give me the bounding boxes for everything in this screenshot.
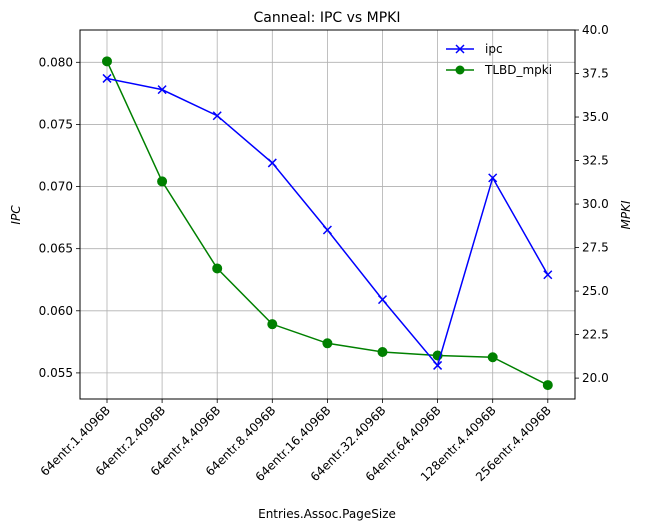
y-right-tick-label: 35.0 [582,110,609,124]
grid [80,30,575,399]
y-right-tick-label: 37.5 [582,67,609,81]
y-right-tick-label: 20.0 [582,371,609,385]
data-point-ipc [102,73,112,83]
marker-stroke [157,85,167,95]
data-point-TLBD_mpki [267,319,278,330]
y-axis-left-label: IPC [9,205,23,225]
y-left-tick-label: 0.060 [39,304,73,318]
data-point-ipc [322,225,332,235]
y-right-tick-label: 30.0 [582,197,609,211]
data-point-ipc [267,158,277,168]
marker-stroke [433,360,443,370]
marker-stroke [543,270,553,280]
legend-marker [455,65,465,75]
legend-item-ipc: ipc [446,42,503,56]
legend: ipc TLBD_mpki [446,42,552,77]
legend-item-TLBD_mpki: TLBD_mpki [446,63,552,77]
y-left-tick-label: 0.070 [39,180,73,194]
data-point-ipc [212,111,222,121]
data-point-ipc [377,295,388,305]
data-point-ipc [157,85,167,95]
y-right-tick-label: 32.5 [582,154,609,168]
x-axis: 64entr.1.4096B64entr.2.4096B64entr.4.409… [38,399,554,484]
series-layer [102,56,553,391]
y-right-tick-label: 22.5 [582,328,609,342]
chart-title: Canneal: IPC vs MPKI [253,10,400,26]
y-axis-left: 0.055 0.060 0.065 0.070 0.075 0.080 [39,55,80,380]
y-axis-right-label: MPKI [619,200,633,229]
marker-stroke [212,111,222,121]
data-point-TLBD_mpki [542,380,553,391]
data-point-ipc [543,270,553,280]
y-right-tick-label: 27.5 [582,241,609,255]
data-point-TLBD_mpki [102,56,112,67]
y-axis-right: 20.0 22.5 25.0 27.5 30.0 32.5 35.0 37.5 40.0 [575,23,609,385]
y-left-tick-label: 0.065 [39,242,73,256]
y-left-tick-label: 0.075 [39,117,73,131]
marker-stroke [267,158,277,168]
y-right-tick-label: 40.0 [582,23,609,37]
y-right-tick-label: 25.0 [582,284,609,298]
marker-stroke [377,295,388,305]
y-left-tick-label: 0.080 [39,55,73,69]
marker-stroke [488,173,498,183]
data-point-ipc [433,360,443,370]
marker-stroke [102,73,112,83]
x-axis-label: Entries.Assoc.PageSize [258,507,396,521]
legend-label: ipc [485,42,503,56]
marker-stroke [322,225,332,235]
y-left-tick-label: 0.055 [39,366,73,380]
data-point-ipc [488,173,498,183]
legend-label: TLBD_mpki [484,63,552,77]
data-point-TLBD_mpki [212,263,223,274]
data-point-TLBD_mpki [377,347,388,358]
data-point-TLBD_mpki [157,176,168,187]
data-point-TLBD_mpki [322,338,333,349]
data-point-TLBD_mpki [487,352,498,363]
legend-marker [455,44,465,54]
